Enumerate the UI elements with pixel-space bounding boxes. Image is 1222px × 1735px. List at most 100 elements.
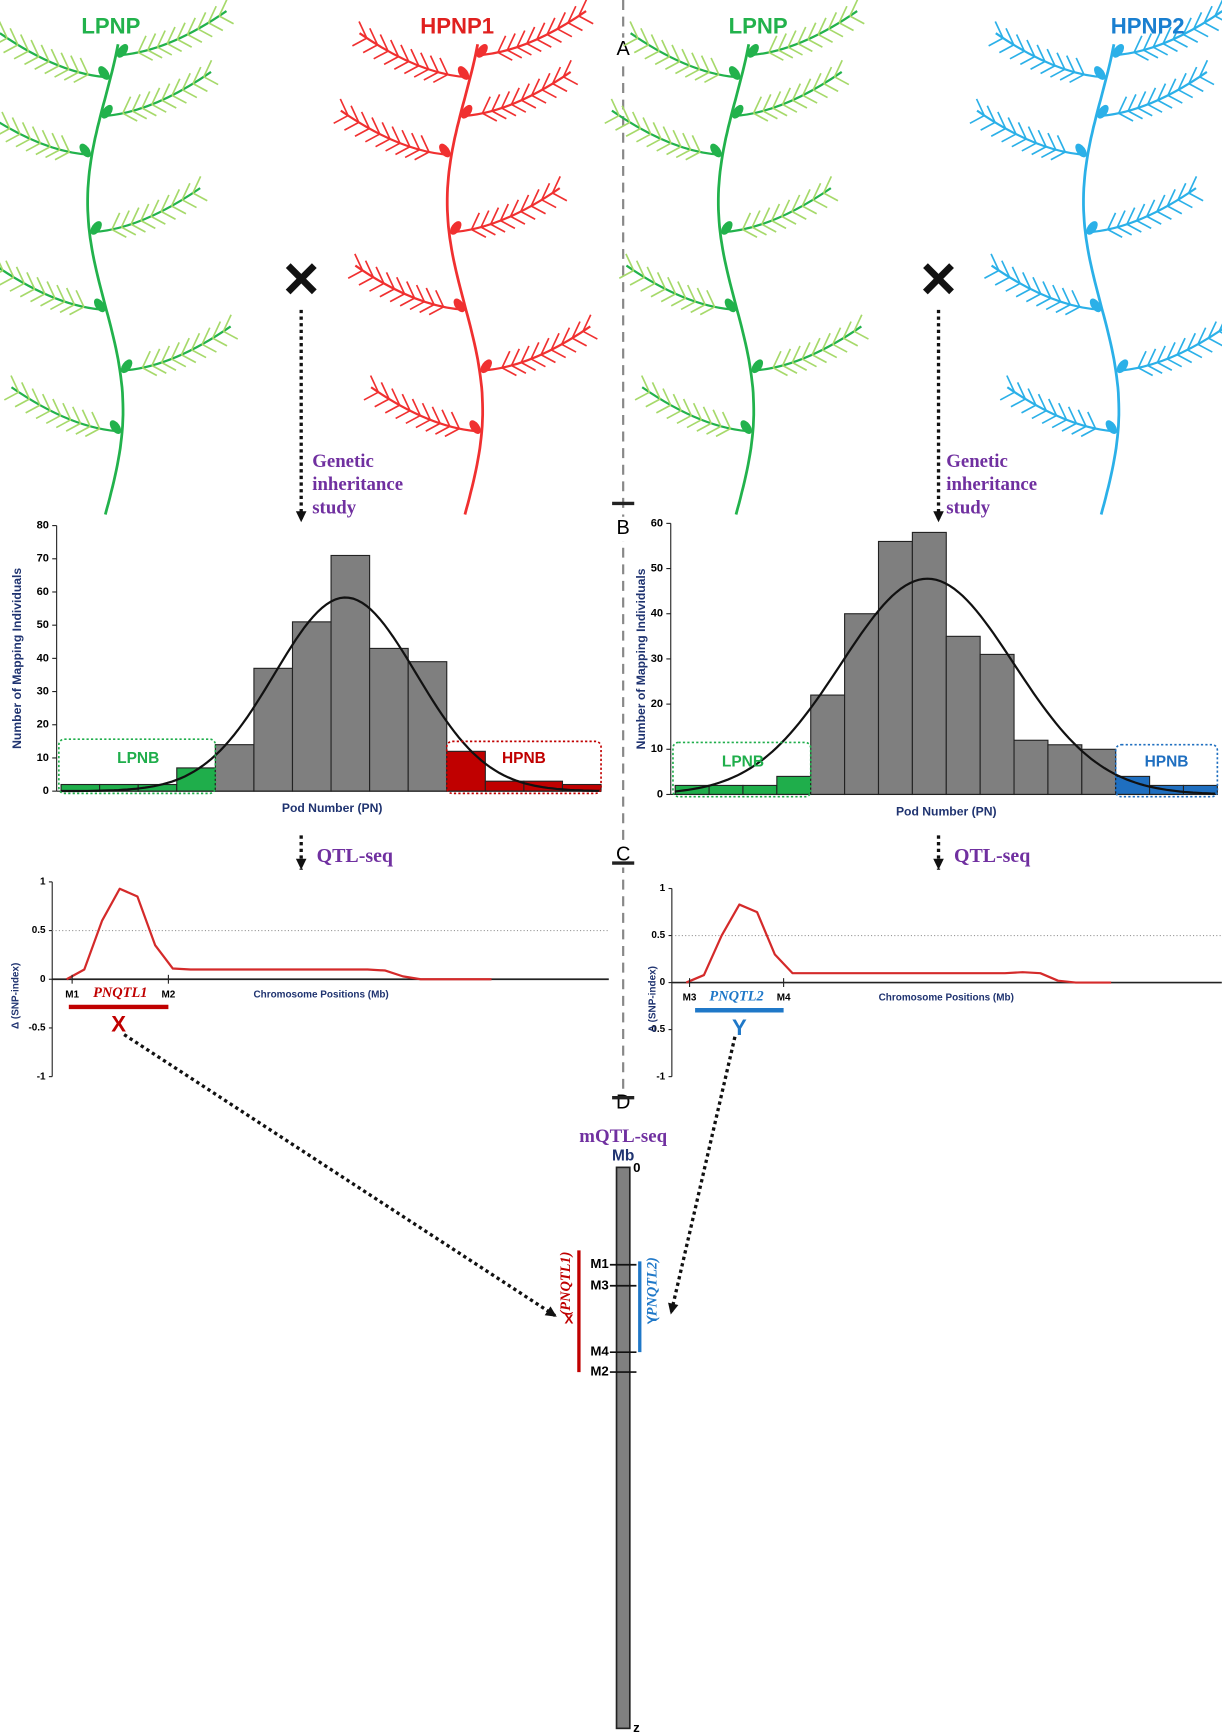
leaflet [553,84,567,92]
leaflet [541,355,555,363]
leaflet [763,111,777,119]
leaflet [370,283,384,291]
y-axis-label: Δ (SNP-index) [10,963,21,1029]
leaflet [472,229,486,237]
leaflet [792,363,806,371]
leaflet [70,307,84,315]
panel-label: B [617,517,630,539]
leaflet [213,338,227,346]
leaflet [818,34,832,42]
leaflet [334,116,348,124]
cross-symbol: × [283,245,319,314]
leaflet [788,47,802,55]
leaflet [1134,52,1148,60]
plant-branch [751,326,862,370]
leaflet [172,95,186,103]
leaflet [657,143,671,151]
bulk-label: LPNB [722,753,764,770]
leaflet [193,193,207,201]
plant-branch [341,111,452,155]
leaflet [1117,227,1131,235]
y-tick-label: 20 [37,719,49,731]
x-axis-label: Chromosome Positions (Mb) [879,993,1014,1004]
leaflet [517,47,531,55]
leaflet [36,411,50,419]
leaflet [66,423,80,431]
leaflet [531,206,545,214]
leaflet [1208,338,1222,346]
leaflet [192,350,206,358]
leaflet [822,350,836,358]
hist-bar [709,785,743,794]
leaflet [521,212,535,220]
x-axis-label: Pod Number (PN) [896,804,997,818]
leaflet [981,122,995,130]
leaflet [769,52,783,60]
marker-label: M4 [777,993,791,1004]
hist-bar [743,785,777,794]
leaflet [1031,61,1045,69]
hist-bar [912,532,946,794]
hist-bar [254,668,293,791]
y-tick-label: 0.5 [32,925,46,936]
plant-branch [992,266,1103,310]
leaflet [0,38,7,46]
leaflet [348,270,362,278]
leaflet [1070,75,1084,83]
leaflet [783,365,797,373]
y-tick-label: 0 [43,785,49,797]
y-tick-label: 0.5 [651,930,665,941]
leaflet [380,289,394,297]
leaflet [677,416,691,424]
leaflet [424,72,438,80]
leaflet [24,57,38,65]
leaflet [647,139,661,147]
leaflet [839,23,853,31]
leaflet [1144,50,1158,58]
inheritance-label: inheritance [312,474,403,495]
leaflet [630,277,644,285]
leaflet [10,283,24,291]
plant-branch [355,266,466,310]
y-tick-label: 50 [37,619,49,631]
y-tick-label: 1 [660,883,666,894]
leaflet [365,134,379,142]
leaflet [681,302,695,310]
leaflet [542,200,556,208]
leaflet [1178,200,1192,208]
plant-branch [120,326,231,370]
leaflet [352,38,366,46]
y-tick-label: 10 [651,743,663,755]
y-tick-label: 80 [37,520,49,532]
leaflet [686,152,700,160]
leaflet [687,420,701,428]
hist-bar [845,614,879,795]
leaflet [783,104,797,112]
leaflet [1157,212,1171,220]
x-axis-label: Pod Number (PN) [282,801,383,815]
inheritance-label: study [312,497,356,518]
leaflet [995,277,1009,285]
leaflet [645,51,659,59]
hist-bar [777,776,811,794]
leaflet [41,298,55,306]
leaflet [152,365,166,373]
x-axis-label: Chromosome Positions (Mb) [253,989,388,1000]
y-tick-label: 0 [657,788,663,800]
hist-bar [485,781,524,791]
snp-index-line [67,889,492,980]
leaflet [521,100,535,108]
leaflet [1046,302,1060,310]
hist-bar [878,541,912,794]
leaflet [512,365,526,373]
leaflet [527,44,541,52]
leaflet [1215,16,1222,24]
leaflet [420,305,434,313]
leaflet [138,52,152,60]
hist-bar [946,636,980,794]
figure: ABCDLPNPHPNP1×Geneticinheritancestudy010… [0,0,1222,1735]
leaflet [16,139,30,147]
leaflet [813,90,827,98]
leaflet [30,294,44,302]
leaflet [1000,392,1014,400]
